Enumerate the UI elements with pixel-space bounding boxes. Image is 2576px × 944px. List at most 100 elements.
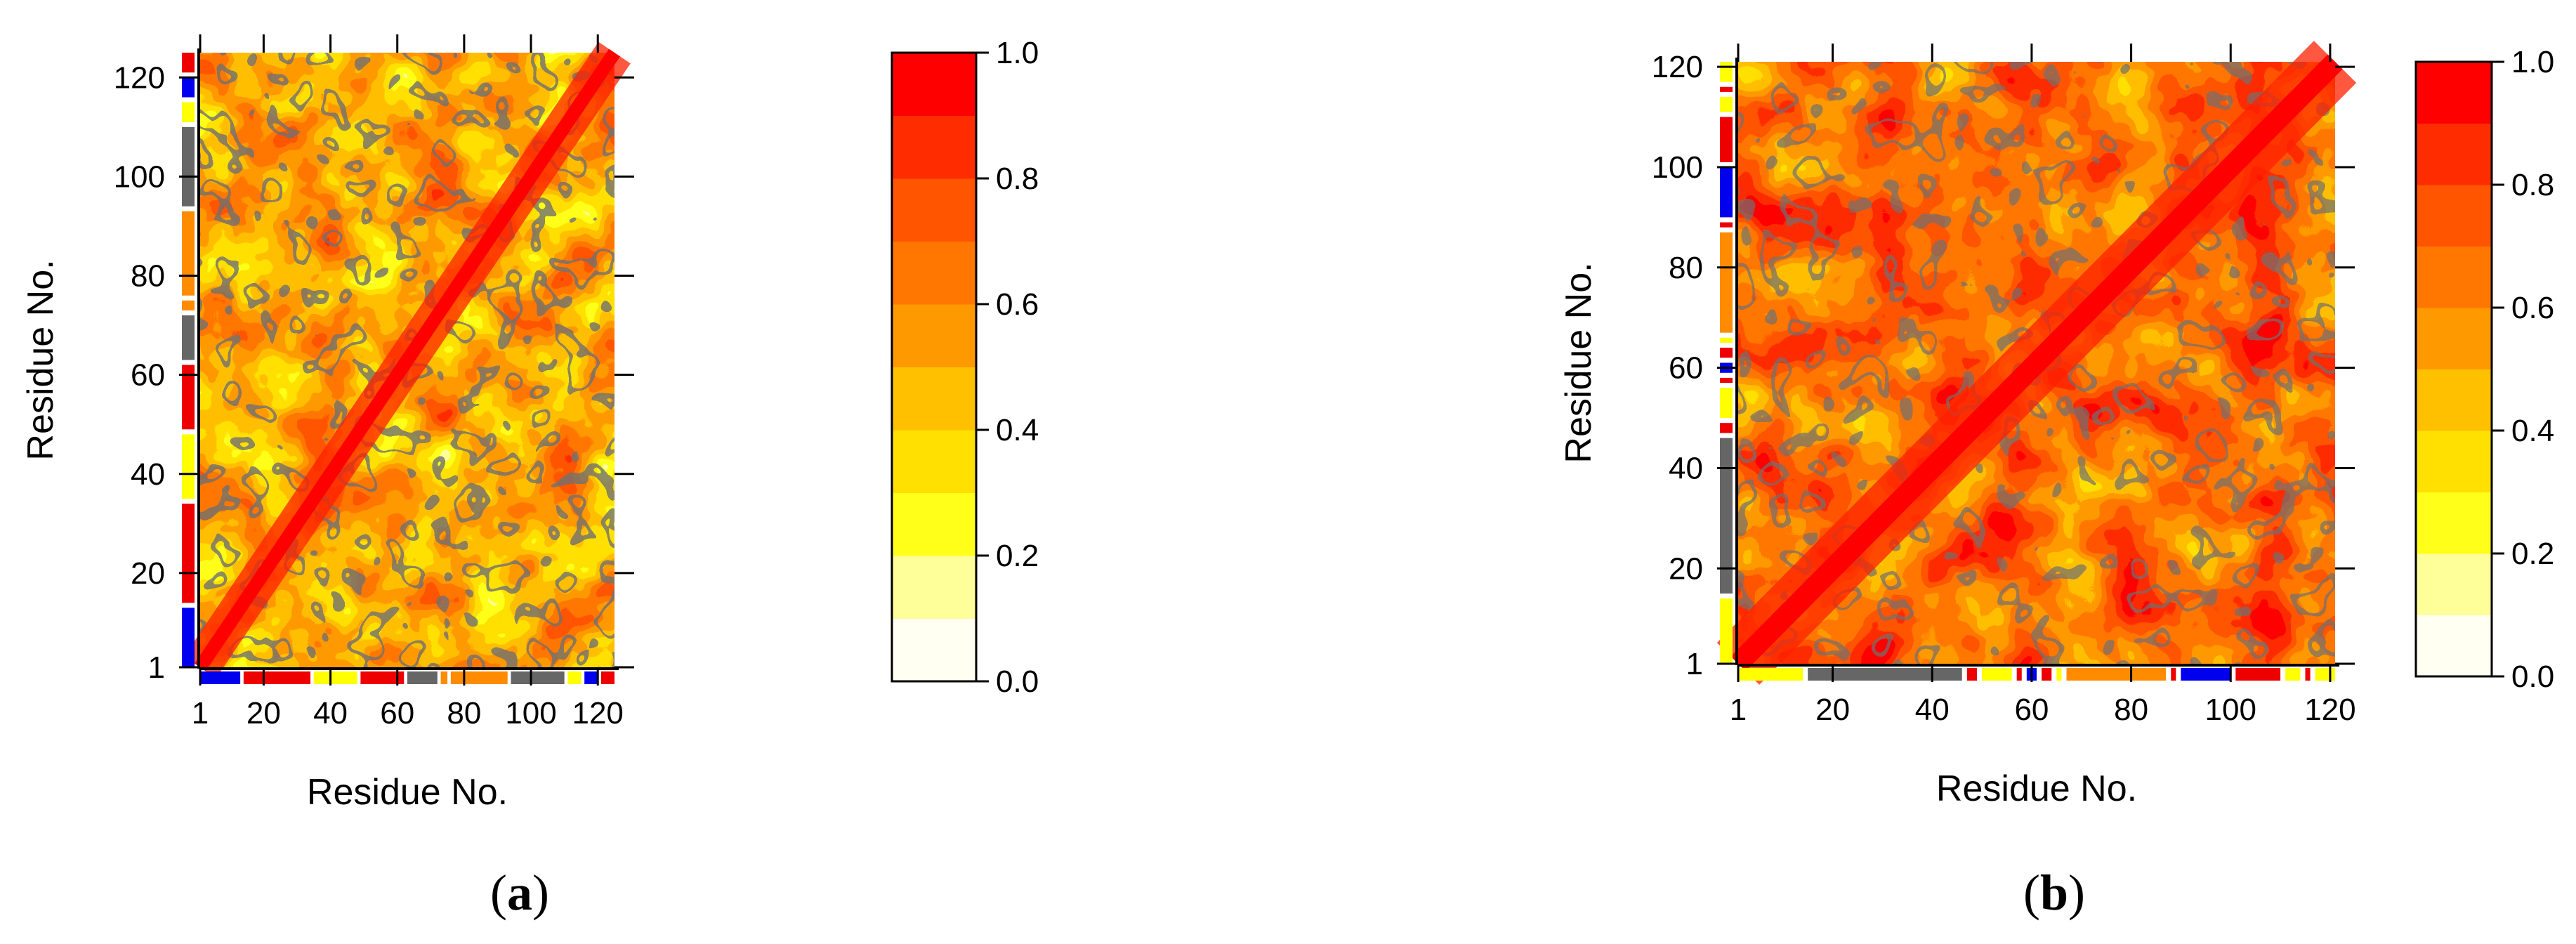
x-tick-label-b-5: 100 — [2205, 693, 2256, 727]
y-tick-label-a-1: 20 — [131, 556, 165, 591]
ss-bar-y-a-7 — [182, 126, 195, 206]
ss-bar-y-b-8 — [1720, 232, 1733, 333]
colorbar-level-b-4 — [2416, 369, 2492, 431]
colorbar-frame-a — [891, 51, 978, 683]
y-tick-label-a-2: 40 — [131, 457, 165, 492]
ss-bar-x-a-0 — [200, 671, 241, 684]
x-tick-label-b-1: 20 — [1815, 693, 1850, 727]
y-tick-label-b-2: 40 — [1669, 451, 1703, 485]
ss-bar-y-b-1 — [1720, 438, 1733, 594]
ss-bar-y-a-6 — [182, 211, 195, 296]
colorbar-level-a-9 — [892, 53, 976, 116]
colorbar-level-a-2 — [892, 492, 976, 556]
colorbar-level-a-8 — [892, 115, 976, 179]
y-tick-label-b-4: 80 — [1669, 251, 1703, 285]
colorbar-level-b-8 — [2416, 123, 2492, 185]
y-tick-label-a-0: 1 — [148, 650, 165, 685]
ss-bar-x-a-10 — [600, 671, 615, 684]
ss-bar-x-b-4 — [2016, 668, 2022, 681]
x-axis-label-b: Residue No. — [1936, 768, 2137, 809]
colorbar-level-b-7 — [2416, 185, 2492, 247]
x-tick-label-a-4: 80 — [447, 696, 481, 730]
caption-b-letter: b — [2040, 865, 2068, 921]
ss-bar-x-b-3 — [1982, 668, 2012, 681]
colorbar-tick-label-a-2: 0.4 — [996, 413, 1039, 447]
x-tick-label-a-1: 20 — [247, 696, 281, 730]
x-axis-label-a: Residue No. — [307, 772, 508, 813]
y-axis-label-b: Residue No. — [1558, 262, 1599, 463]
x-tick-label-a-3: 60 — [380, 696, 414, 730]
colorbar-tick-label-b-4: 0.8 — [2511, 168, 2554, 202]
x-tick-label-a-5: 100 — [505, 696, 556, 730]
ss-bar-x-b-14 — [2315, 668, 2335, 681]
colorbar-level-b-9 — [2416, 62, 2492, 124]
ss-bar-x-a-9 — [584, 671, 598, 684]
y-tick-label-a-3: 60 — [131, 358, 165, 393]
caption-a: (a) — [490, 865, 549, 921]
y-tick-label-a-4: 80 — [131, 259, 165, 294]
ss-bar-y-a-4 — [182, 315, 195, 360]
x-tick-label-a-2: 40 — [313, 696, 348, 730]
x-tick-label-b-6: 120 — [2304, 693, 2355, 727]
y-tick-label-b-1: 20 — [1669, 551, 1703, 586]
colorbar-level-a-1 — [892, 556, 976, 619]
colorbar-tick-label-b-1: 0.2 — [2511, 537, 2554, 571]
caption-b: (b) — [2023, 865, 2085, 921]
ss-bar-x-a-6 — [450, 671, 508, 684]
y-tick-label-b-3: 60 — [1669, 351, 1703, 386]
ss-bar-y-a-8 — [182, 102, 195, 122]
ss-bar-x-a-5 — [440, 671, 448, 684]
ss-bar-y-a-0 — [182, 608, 195, 667]
ss-bar-y-b-10 — [1720, 166, 1733, 218]
colorbar-tick-label-b-2: 0.4 — [2511, 414, 2554, 448]
ss-bar-x-a-8 — [567, 671, 581, 684]
colorbar-level-a-0 — [892, 618, 976, 682]
ss-bar-y-b-9 — [1720, 222, 1733, 228]
ss-bar-x-b-0 — [1738, 668, 1803, 681]
ss-bar-x-b-1 — [1808, 668, 1962, 681]
ss-bar-y-a-1 — [182, 504, 195, 603]
y-tick-label-a-6: 120 — [114, 60, 165, 95]
colorbar-tick-label-a-1: 0.2 — [996, 539, 1039, 573]
ss-bar-x-a-4 — [407, 671, 438, 684]
ss-bar-y-b-3 — [1720, 388, 1733, 419]
diagonal-core-a — [195, 48, 620, 671]
colorbar-frame-b — [2414, 60, 2493, 678]
ss-bar-y-b-2 — [1720, 423, 1733, 433]
ss-bar-y-b-0 — [1720, 598, 1733, 664]
y-axis-label-a: Residue No. — [20, 259, 61, 460]
y-tick-label-b-0: 1 — [1686, 647, 1703, 681]
colorbar-tick-label-b-0: 0.0 — [2511, 660, 2554, 694]
ss-bar-x-b-8 — [2066, 668, 2167, 681]
colorbar-tick-label-b-5: 1.0 — [2511, 45, 2554, 79]
colorbar-level-b-0 — [2416, 615, 2492, 677]
x-tick-label-a-0: 1 — [192, 696, 209, 730]
x-tick-label-b-4: 80 — [2114, 693, 2148, 727]
ss-bar-y-b-11 — [1720, 117, 1733, 162]
y-tick-label-b-6: 120 — [1652, 50, 1703, 84]
diagonal-core-b — [1730, 54, 2343, 671]
x-tick-label-b-3: 60 — [2014, 693, 2049, 727]
ss-bar-x-b-2 — [1966, 668, 1977, 681]
x-tick-label-b-2: 40 — [1915, 693, 1950, 727]
colorbar-level-b-3 — [2416, 431, 2492, 492]
colorbar-tick-label-a-3: 0.6 — [996, 287, 1039, 322]
colorbar-level-a-7 — [892, 178, 976, 242]
x-tick-label-b-0: 1 — [1730, 693, 1747, 727]
ss-bar-y-b-13 — [1720, 86, 1733, 92]
colorbar-tick-label-a-4: 0.8 — [996, 162, 1039, 196]
ss-bar-y-b-7 — [1720, 337, 1733, 343]
colorbar-level-b-6 — [2416, 246, 2492, 308]
y-tick-label-a-5: 100 — [114, 159, 165, 194]
colorbar-level-a-6 — [892, 241, 976, 305]
ss-bar-y-b-14 — [1720, 62, 1733, 82]
colorbar-tick-label-b-3: 0.6 — [2511, 291, 2554, 325]
ss-bar-y-b-6 — [1720, 348, 1733, 358]
ss-bar-x-a-1 — [243, 671, 311, 684]
ss-bar-y-b-4 — [1720, 377, 1733, 383]
ss-bar-x-b-13 — [2305, 668, 2311, 681]
ss-bar-x-b-11 — [2235, 668, 2281, 681]
caption-a-letter: a — [507, 865, 532, 921]
